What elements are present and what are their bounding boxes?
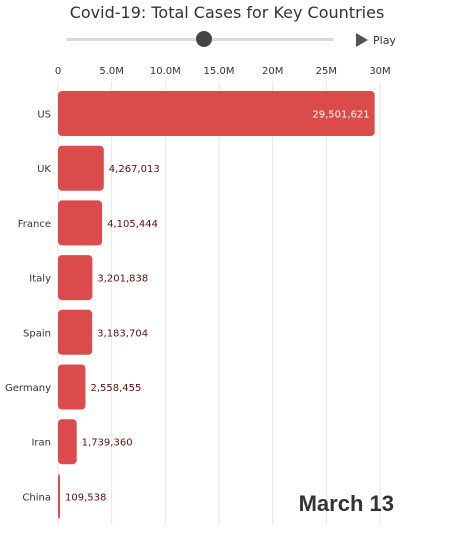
bar-us (58, 91, 375, 136)
value-label: 3,201,838 (97, 274, 148, 285)
value-label: 109,538 (65, 492, 106, 503)
play-label: Play (373, 33, 396, 47)
date-label: March 13 (298, 491, 394, 516)
x-tick-label: 0 (55, 66, 61, 77)
category-label: Spain (23, 328, 51, 339)
bar-uk (58, 145, 104, 191)
bar-spain (58, 309, 93, 355)
bar-china (58, 473, 60, 519)
play-button[interactable]: Play (356, 31, 396, 49)
category-label: China (22, 492, 51, 503)
x-tick-label: 5.0M (99, 66, 124, 77)
category-label: UK (37, 164, 51, 175)
x-tick-label: 20M (262, 66, 283, 77)
x-tick-label: 10.0M (150, 66, 181, 77)
value-label: 2,558,455 (90, 383, 141, 394)
category-label: France (18, 219, 51, 230)
bar-france (58, 200, 103, 246)
value-label: 3,183,704 (97, 328, 148, 339)
bar-italy (58, 255, 93, 301)
value-label: 4,267,013 (109, 164, 160, 175)
category-label: US (37, 110, 51, 121)
x-tick-label: 30M (369, 66, 390, 77)
bar-iran (58, 419, 77, 465)
category-label: Germany (5, 383, 51, 394)
x-tick-label: 25M (316, 66, 337, 77)
x-tick-label: 15.0M (204, 66, 235, 77)
value-label: 1,739,360 (82, 438, 133, 449)
value-label: 4,105,444 (107, 219, 158, 230)
category-label: Iran (31, 438, 51, 449)
timeline-slider-thumb[interactable] (196, 31, 212, 47)
bar-germany (58, 364, 86, 410)
category-label: Italy (29, 274, 51, 285)
play-icon (356, 33, 368, 47)
value-label: 29,501,621 (312, 110, 369, 121)
chart-title: Covid-19: Total Cases for Key Countries (69, 3, 385, 22)
